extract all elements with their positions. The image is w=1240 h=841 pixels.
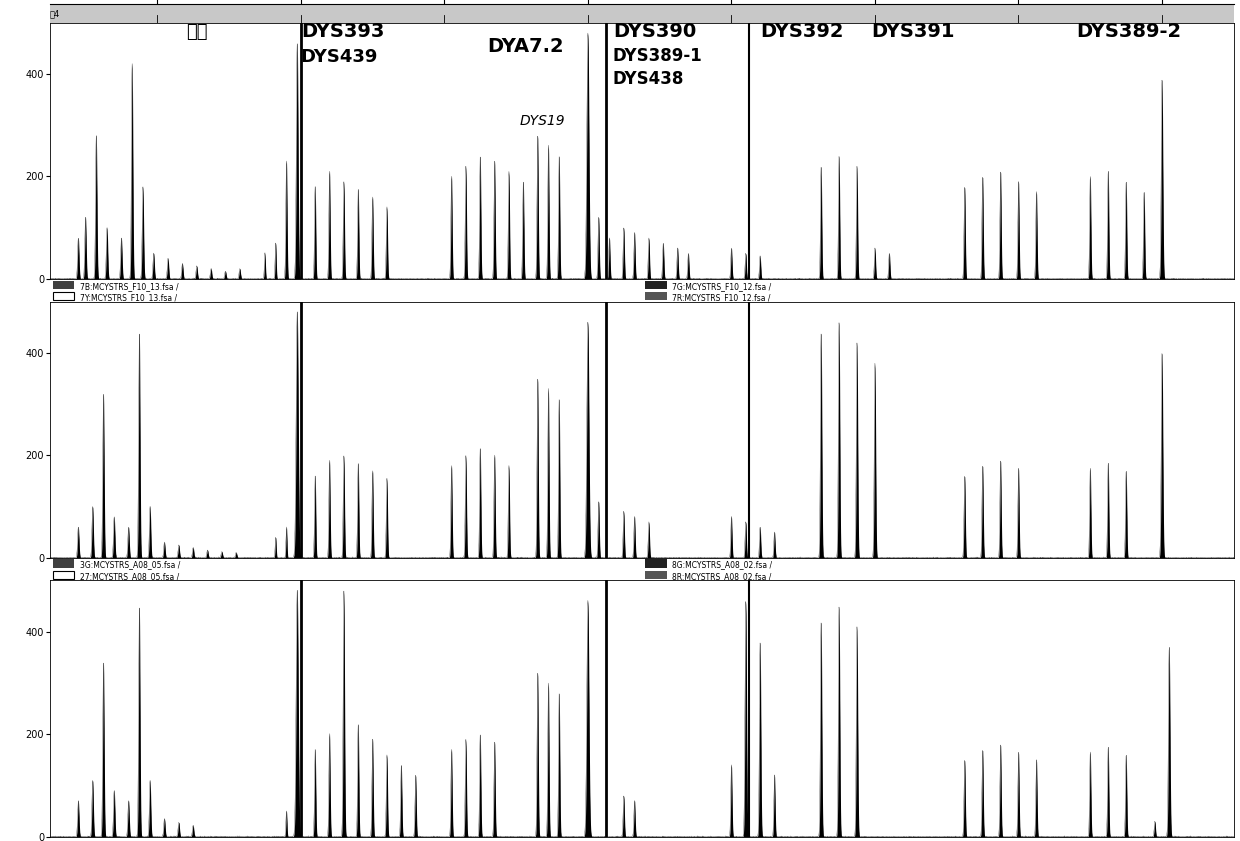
Text: 3G:MCYSTRS_A08_05.fsa /: 3G:MCYSTRS_A08_05.fsa / [81, 561, 181, 569]
Text: DYS389-1: DYS389-1 [613, 47, 703, 65]
Text: DYS438: DYS438 [613, 71, 684, 88]
Text: DYS389-2: DYS389-2 [1076, 22, 1180, 40]
Bar [645, 292, 667, 300]
Text: DYS392: DYS392 [760, 22, 843, 40]
Text: 7G:MCYSTRS_F10_12.fsa /: 7G:MCYSTRS_F10_12.fsa / [672, 282, 771, 291]
Bar [645, 559, 667, 568]
Text: DYS390: DYS390 [613, 22, 696, 40]
Text: DYS391: DYS391 [872, 22, 955, 40]
Text: 8R:MCYSTRS_A08_02.fsa /: 8R:MCYSTRS_A08_02.fsa / [672, 572, 771, 581]
Text: DYS439: DYS439 [301, 48, 378, 66]
Text: 7B:MCYSTRS_F10_13.fsa /: 7B:MCYSTRS_F10_13.fsa / [81, 282, 179, 291]
Bar [645, 571, 667, 579]
Text: 8G:MCYSTRS_A08_02.fsa /: 8G:MCYSTRS_A08_02.fsa / [672, 561, 773, 569]
Bar [53, 571, 74, 579]
Text: DYA7.2: DYA7.2 [487, 37, 564, 56]
Bar [645, 281, 667, 289]
Text: DYS393: DYS393 [301, 22, 384, 40]
Text: 图4: 图4 [50, 9, 60, 18]
Text: 7R:MCYSTRS_F10_12.fsa /: 7R:MCYSTRS_F10_12.fsa / [672, 293, 771, 302]
Bar [53, 559, 74, 568]
Text: 27:MCYSTRS_A08_05.fsa /: 27:MCYSTRS_A08_05.fsa / [81, 572, 180, 581]
Bar [53, 292, 74, 300]
Text: 性别: 性别 [186, 23, 207, 40]
Text: DYS19: DYS19 [520, 114, 565, 128]
Text: 7Y:MCYSTRS_F10_13.fsa /: 7Y:MCYSTRS_F10_13.fsa / [81, 293, 177, 302]
Bar [53, 281, 74, 289]
